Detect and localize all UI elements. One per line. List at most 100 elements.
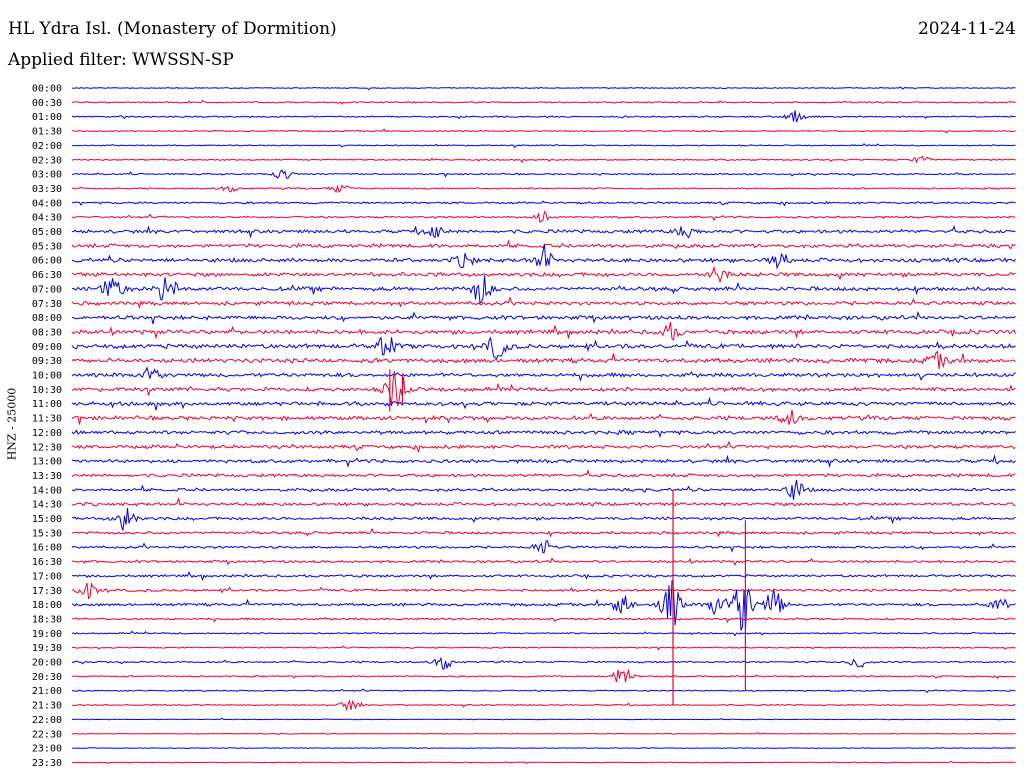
row-time-label: 19:00 xyxy=(32,629,62,640)
trace-1230 xyxy=(71,440,1016,454)
row-time-label: 20:30 xyxy=(32,672,62,683)
row-time-label: 00:30 xyxy=(32,98,62,109)
trace-1700 xyxy=(71,570,1016,582)
row-time-label: 22:00 xyxy=(32,715,62,726)
row-time-label: 17:00 xyxy=(32,571,62,582)
row-time-label: 05:30 xyxy=(32,241,62,252)
row-time-label: 00:00 xyxy=(32,84,62,95)
trace-0230 xyxy=(71,155,1016,164)
row-time-label: 06:00 xyxy=(32,256,62,267)
trace-0430 xyxy=(71,210,1016,223)
trace-0300 xyxy=(71,169,1016,179)
row-time-label: 19:30 xyxy=(32,643,62,654)
trace-1500 xyxy=(71,508,1016,531)
row-time-label: 02:00 xyxy=(32,141,62,152)
row-time-label: 23:00 xyxy=(32,744,62,755)
trace-1900 xyxy=(71,630,1016,637)
trace-0700 xyxy=(71,275,1016,305)
trace-1530 xyxy=(71,527,1016,538)
row-time-label: 09:00 xyxy=(32,342,62,353)
trace-0800 xyxy=(71,310,1016,325)
station-title: HL Ydra Isl. (Monastery of Dormition) xyxy=(8,19,337,39)
trace-1430 xyxy=(71,496,1016,507)
row-time-label: 03:00 xyxy=(32,170,62,181)
row-time-label: 13:30 xyxy=(32,471,62,482)
row-time-label: 13:00 xyxy=(32,457,62,468)
trace-2100 xyxy=(71,688,1016,694)
row-time-label: 21:30 xyxy=(32,701,62,712)
trace-1000 xyxy=(71,366,1016,383)
row-time-label: 20:00 xyxy=(32,658,62,669)
trace-2000 xyxy=(71,656,1016,670)
trace-1200 xyxy=(71,429,1016,439)
trace-0730 xyxy=(71,296,1016,310)
trace-0600 xyxy=(71,244,1016,270)
row-time-label: 08:00 xyxy=(32,313,62,324)
trace-0130 xyxy=(71,128,1016,134)
trace-1100 xyxy=(71,396,1016,411)
trace-2300 xyxy=(72,747,1016,750)
row-time-label: 21:00 xyxy=(32,686,62,697)
row-time-label: 05:00 xyxy=(32,227,62,238)
trace-1930 xyxy=(71,645,1016,651)
trace-2200 xyxy=(71,717,1016,721)
row-time-label: 01:30 xyxy=(32,127,62,138)
trace-0100 xyxy=(71,110,1016,123)
trace-1400 xyxy=(71,479,1016,500)
row-time-label: 17:30 xyxy=(32,586,62,597)
trace-0530 xyxy=(71,239,1016,250)
row-time-label: 10:30 xyxy=(32,385,62,396)
row-time-label: 10:00 xyxy=(32,371,62,382)
row-time-label: 01:00 xyxy=(32,112,62,123)
row-time-label: 07:30 xyxy=(32,299,62,310)
trace-0830 xyxy=(71,322,1016,341)
row-time-label: 22:30 xyxy=(32,729,62,740)
row-time-label: 16:00 xyxy=(32,543,62,554)
trace-2330 xyxy=(71,760,1016,765)
trace-0900 xyxy=(71,336,1016,360)
trace-0000 xyxy=(71,86,1016,91)
row-time-label: 06:30 xyxy=(32,270,62,281)
trace-2030 xyxy=(71,668,1016,683)
trace-1330 xyxy=(71,469,1016,478)
row-time-label: 18:00 xyxy=(32,600,62,611)
filter-label: Applied filter: WWSSN-SP xyxy=(8,50,234,70)
row-time-label: 15:00 xyxy=(32,514,62,525)
row-time-label: 02:30 xyxy=(32,155,62,166)
row-time-label: 07:00 xyxy=(32,284,62,295)
trace-1800 xyxy=(71,580,1016,631)
trace-0400 xyxy=(71,200,1016,207)
row-time-label: 03:30 xyxy=(32,184,62,195)
row-time-label: 16:30 xyxy=(32,557,62,568)
trace-0330 xyxy=(71,184,1016,194)
trace-2230 xyxy=(71,731,1016,735)
row-time-label: 04:00 xyxy=(32,198,62,209)
row-time-label: 23:30 xyxy=(32,758,62,769)
row-time-label: 04:30 xyxy=(32,213,62,224)
trace-1130 xyxy=(71,409,1016,425)
trace-0500 xyxy=(71,224,1016,239)
row-time-label: 12:30 xyxy=(32,442,62,453)
trace-0930 xyxy=(71,350,1016,370)
trace-1300 xyxy=(71,454,1016,468)
row-time-label: 08:30 xyxy=(32,327,62,338)
row-time-label: 18:30 xyxy=(32,614,62,625)
row-time-label: 12:00 xyxy=(32,428,62,439)
trace-1030 xyxy=(71,371,1016,407)
trace-1830 xyxy=(71,616,1016,624)
trace-1600 xyxy=(71,539,1016,554)
row-time-label: 09:30 xyxy=(32,356,62,367)
row-time-label: 14:00 xyxy=(32,485,62,496)
date-label: 2024-11-24 xyxy=(917,19,1016,39)
row-time-label: 14:30 xyxy=(32,500,62,511)
trace-2130 xyxy=(71,699,1016,712)
trace-0200 xyxy=(72,143,1016,149)
row-time-label: 11:30 xyxy=(32,414,62,425)
trace-0630 xyxy=(71,265,1016,284)
row-time-label: 15:30 xyxy=(32,528,62,539)
trace-1630 xyxy=(71,557,1016,567)
trace-0030 xyxy=(71,99,1016,106)
trace-1730 xyxy=(71,582,1016,600)
row-time-label: 11:00 xyxy=(32,399,62,410)
